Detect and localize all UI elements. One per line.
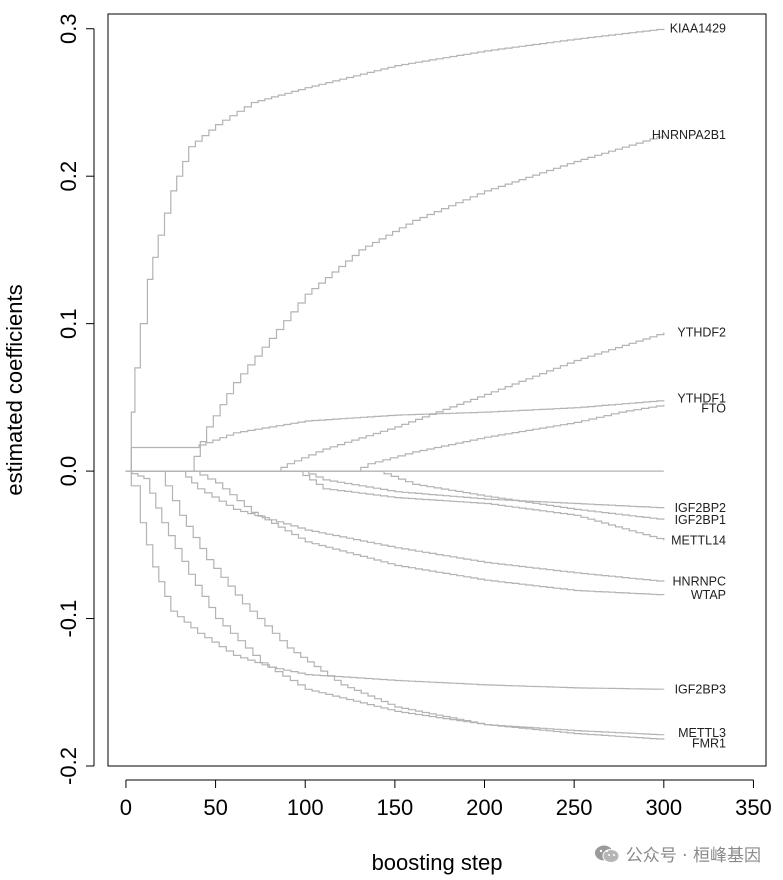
series-line-igf2bp1 (125, 470, 665, 520)
series-label-igf2bp3: IGF2BP3 (675, 682, 726, 696)
series-line-hnrnpa2b1 (125, 134, 665, 472)
plot-area (107, 13, 767, 767)
x-tick-label: 50 (203, 795, 227, 820)
series-label-igf2bp2: IGF2BP2 (675, 501, 726, 515)
x-tick-label: 250 (556, 795, 593, 820)
y-tick-label: 0.3 (56, 13, 81, 44)
series-line-ythdf1 (125, 400, 665, 472)
series-label-igf2bp1: IGF2BP1 (675, 513, 726, 527)
series-label-hnrnpa2b1: HNRNPA2B1 (652, 128, 726, 142)
y-tick-label: 0.0 (56, 456, 81, 487)
y-tick-label: 0.2 (56, 161, 81, 192)
watermark: 公众号 · 桓峰基因 (594, 841, 761, 866)
series-label-fto: FTO (701, 402, 726, 416)
series-label-ythdf2: YTHDF2 (677, 325, 726, 339)
watermark-text: 公众号 · 桓峰基因 (625, 846, 761, 866)
plot-frame (107, 13, 767, 767)
x-tick-label: 200 (466, 795, 503, 820)
y-tick-label: -0.1 (56, 600, 81, 638)
series-label-mettl3: METTL3 (678, 726, 726, 740)
series-line-mettl14 (125, 470, 665, 541)
x-axis-title: boosting step (372, 850, 503, 875)
y-tick-label: -0.2 (56, 747, 81, 785)
series-line-mettl3 (125, 470, 665, 736)
axes: 0 50 100 150 200 250 300 350 boosting step -0.2 -0… (2, 13, 772, 875)
x-tick-label: 300 (645, 795, 682, 820)
series-layer (125, 28, 665, 740)
series-line-fmr1 (125, 470, 665, 740)
series-label-wtap: WTAP (691, 588, 726, 602)
series-label-kiaa1429: KIAA1429 (670, 22, 726, 36)
series-line-hnrnpc (125, 470, 665, 582)
x-tick-label: 350 (735, 795, 772, 820)
series-label-hnrnpc: HNRNPC (673, 575, 726, 589)
series-labels: KIAA1429HNRNPA2B1YTHDF2YTHDF1FTOIGF2BP2I… (652, 22, 726, 751)
x-tick-label: 150 (377, 795, 414, 820)
x-tick-label: 0 (120, 795, 132, 820)
series-label-mettl14: METTL14 (671, 533, 726, 547)
series-line-ythdf2 (125, 332, 665, 472)
series-line-igf2bp3 (125, 470, 665, 690)
y-axis-title: estimated coefficients (2, 284, 27, 495)
y-tick-label: 0.1 (56, 308, 81, 339)
series-line-kiaa1429 (125, 28, 665, 472)
wechat-icon (594, 844, 620, 864)
series-label-fmr1: FMR1 (692, 736, 726, 750)
x-tick-label: 100 (287, 795, 324, 820)
series-line-wtap (125, 470, 665, 596)
series-label-ythdf1: YTHDF1 (677, 391, 726, 405)
